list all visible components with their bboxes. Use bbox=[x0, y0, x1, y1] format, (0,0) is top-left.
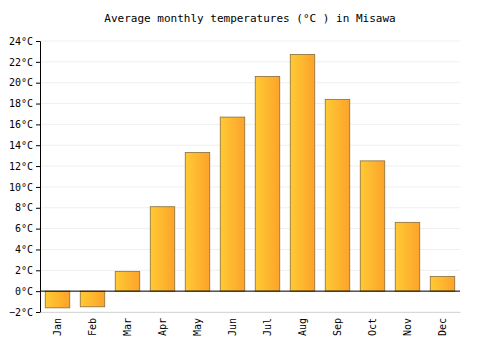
y-tick-mark bbox=[36, 270, 40, 271]
y-axis-line bbox=[36, 42, 41, 313]
x-axis-line bbox=[41, 312, 461, 313]
bar bbox=[150, 207, 175, 291]
y-tick-mark bbox=[36, 124, 40, 125]
y-tick-label: 14°C bbox=[9, 140, 33, 151]
y-tick-label: 20°C bbox=[9, 77, 33, 88]
grid-line bbox=[40, 103, 460, 104]
y-tick: 4°C bbox=[15, 244, 40, 255]
y-tick-label: 24°C bbox=[9, 36, 33, 47]
y-tick-label: 2°C bbox=[15, 265, 33, 276]
y-tick: 16°C bbox=[9, 119, 40, 130]
y-tick-label: 22°C bbox=[9, 57, 33, 68]
grid-line bbox=[40, 207, 460, 208]
y-tick-mark bbox=[36, 291, 40, 292]
y-tick-mark bbox=[36, 62, 40, 63]
grid-line bbox=[40, 82, 460, 83]
x-tick-label: Feb bbox=[87, 318, 98, 336]
y-tick: 14°C bbox=[9, 140, 40, 151]
y-tick: 24°C bbox=[9, 36, 40, 47]
y-tick-mark bbox=[36, 187, 40, 188]
x-tick: Jun bbox=[227, 318, 238, 336]
bar bbox=[325, 99, 350, 291]
y-tick-label: 12°C bbox=[9, 161, 33, 172]
y-tick-label: −2°C bbox=[9, 307, 33, 318]
x-tick-label: Dec bbox=[437, 318, 448, 336]
grid-line bbox=[40, 41, 460, 42]
x-tick: Nov bbox=[402, 318, 413, 336]
x-tick-label: Jul bbox=[262, 318, 273, 336]
y-tick-mark bbox=[36, 41, 40, 42]
x-tick: Mar bbox=[122, 318, 133, 336]
bar bbox=[430, 277, 455, 292]
bar bbox=[115, 271, 140, 291]
y-tick-mark bbox=[36, 312, 40, 313]
x-tick-label: Mar bbox=[122, 318, 133, 336]
y-tick-mark bbox=[36, 145, 40, 146]
x-tick-label: May bbox=[192, 318, 203, 336]
y-tick-label: 4°C bbox=[15, 244, 33, 255]
x-tick-label: Jun bbox=[227, 318, 238, 336]
x-tick-label: Jan bbox=[52, 318, 63, 336]
y-tick: 10°C bbox=[9, 182, 40, 193]
y-tick: 12°C bbox=[9, 161, 40, 172]
grid-line bbox=[40, 166, 460, 167]
x-tick-label: Sep bbox=[332, 318, 343, 336]
x-tick-label: Nov bbox=[402, 318, 413, 336]
grid-line bbox=[40, 124, 460, 125]
y-tick: −2°C bbox=[9, 307, 40, 318]
bar bbox=[290, 55, 315, 292]
y-tick: 22°C bbox=[9, 57, 40, 68]
y-tick: 2°C bbox=[15, 265, 40, 276]
x-tick: Apr bbox=[157, 318, 168, 336]
bar bbox=[185, 153, 210, 292]
x-tick-label: Oct bbox=[367, 318, 378, 336]
grid-line bbox=[40, 61, 460, 62]
x-tick: Jan bbox=[52, 318, 63, 336]
x-tick: Oct bbox=[367, 318, 378, 336]
y-tick-label: 16°C bbox=[9, 119, 33, 130]
y-tick-label: 0°C bbox=[15, 286, 33, 297]
y-tick-mark bbox=[36, 166, 40, 167]
bar bbox=[80, 291, 105, 307]
bar bbox=[220, 117, 245, 291]
y-axis: −2°C 0°C 2°C 4°C 6°C 8°C 10°C 12°C 14°C 16°C 18°C 2… bbox=[9, 36, 41, 318]
bars bbox=[45, 55, 455, 308]
x-tick-label: Aug bbox=[297, 318, 308, 336]
grid-line bbox=[40, 312, 460, 313]
bar bbox=[395, 222, 420, 291]
grid bbox=[40, 41, 460, 312]
x-tick: May bbox=[192, 318, 203, 336]
bar bbox=[360, 161, 385, 291]
x-tick: Jul bbox=[262, 318, 273, 336]
x-axis: Jan Feb Mar Apr May Jun Jul Aug Sep Oct Nov Dec bbox=[41, 313, 461, 337]
y-tick: 0°C bbox=[15, 286, 40, 297]
chart: −2°C 0°C 2°C 4°C 6°C 8°C 10°C 12°C 14°C 16°C 18°C 2… bbox=[0, 0, 500, 350]
x-tick: Aug bbox=[297, 318, 308, 336]
y-tick-mark bbox=[36, 208, 40, 209]
y-tick-label: 8°C bbox=[15, 202, 33, 213]
y-tick-label: 6°C bbox=[15, 223, 33, 234]
x-tick-label: Apr bbox=[157, 318, 168, 336]
grid-line bbox=[40, 186, 460, 187]
grid-line bbox=[40, 291, 460, 292]
y-tick: 20°C bbox=[9, 77, 40, 88]
x-tick: Sep bbox=[332, 318, 343, 336]
y-tick-label: 10°C bbox=[9, 182, 33, 193]
bar bbox=[45, 291, 70, 308]
title: Average monthly temperatures (°C ) in Mi… bbox=[104, 12, 395, 25]
y-tick-mark bbox=[36, 83, 40, 84]
y-tick-mark bbox=[36, 249, 40, 250]
y-tick: 8°C bbox=[15, 202, 40, 213]
zero-line bbox=[40, 291, 460, 292]
plot: −2°C 0°C 2°C 4°C 6°C 8°C 10°C 12°C 14°C 16°C 18°C 2… bbox=[9, 36, 461, 336]
bar bbox=[255, 76, 280, 291]
y-tick: 18°C bbox=[9, 98, 40, 109]
y-tick-label: 18°C bbox=[9, 98, 33, 109]
y-tick-mark bbox=[36, 229, 40, 230]
y-tick-mark bbox=[36, 104, 40, 105]
y-tick: 6°C bbox=[15, 223, 40, 234]
x-tick: Feb bbox=[87, 318, 98, 336]
x-tick: Dec bbox=[437, 318, 448, 336]
grid-line bbox=[40, 145, 460, 146]
